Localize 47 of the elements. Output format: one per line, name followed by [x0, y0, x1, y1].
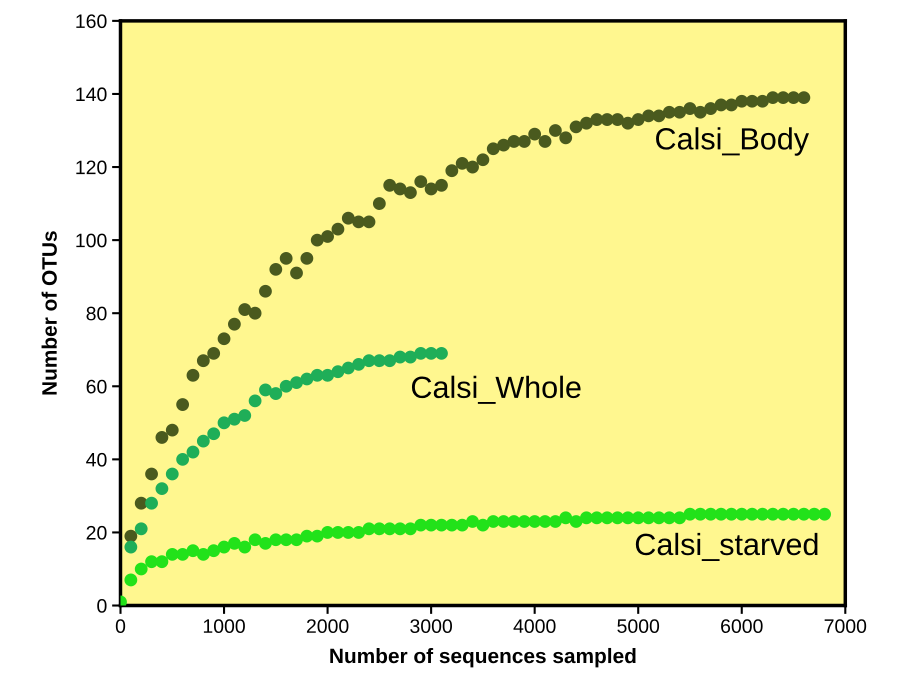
point — [196, 434, 210, 448]
point — [156, 482, 168, 495]
point — [352, 358, 366, 371]
point — [207, 427, 220, 440]
y-tick-label: 100 — [76, 234, 107, 248]
x-tick-label: 5000 — [617, 619, 660, 633]
point — [332, 365, 344, 378]
point — [124, 540, 138, 554]
y-tick-label: 120 — [76, 160, 107, 174]
series-label: Calsi_starved — [636, 532, 818, 562]
point — [186, 446, 200, 458]
point — [342, 362, 355, 374]
point — [166, 468, 179, 480]
point — [300, 372, 314, 386]
y-tick-label: 80 — [86, 306, 107, 320]
point — [404, 350, 417, 364]
point — [145, 496, 158, 510]
x-tick-label: 0 — [116, 619, 126, 633]
y-tick-label: 160 — [76, 14, 107, 28]
point — [290, 376, 303, 390]
y-tick-label: 20 — [86, 526, 107, 540]
point — [176, 452, 190, 466]
point — [259, 384, 272, 396]
series-label: Calsi_Body — [656, 127, 810, 156]
y-tick-label: 0 — [97, 598, 107, 613]
point — [218, 416, 230, 430]
point — [435, 346, 448, 360]
y-tick-label: 140 — [76, 87, 107, 102]
point — [238, 409, 252, 422]
y-axis-title: Number of OTUs — [42, 231, 57, 395]
point — [383, 354, 396, 368]
y-tick-label: 40 — [86, 452, 107, 467]
point — [269, 387, 282, 400]
x-tick-label: 7000 — [824, 619, 866, 633]
point — [248, 394, 262, 408]
x-tick-label: 2000 — [306, 619, 348, 633]
point — [321, 368, 334, 382]
x-tick-label: 6000 — [721, 619, 763, 633]
series-label: Calsi_Whole — [412, 376, 581, 404]
point — [228, 412, 241, 426]
point — [280, 380, 293, 393]
x-tick-label: 4000 — [513, 619, 556, 633]
x-axis-title: Number of sequences sampled — [330, 648, 636, 668]
y-tick-label: 60 — [86, 380, 107, 394]
x-tick-label: 1000 — [204, 619, 245, 633]
point — [134, 522, 148, 536]
x-tick-label: 3000 — [410, 619, 452, 633]
